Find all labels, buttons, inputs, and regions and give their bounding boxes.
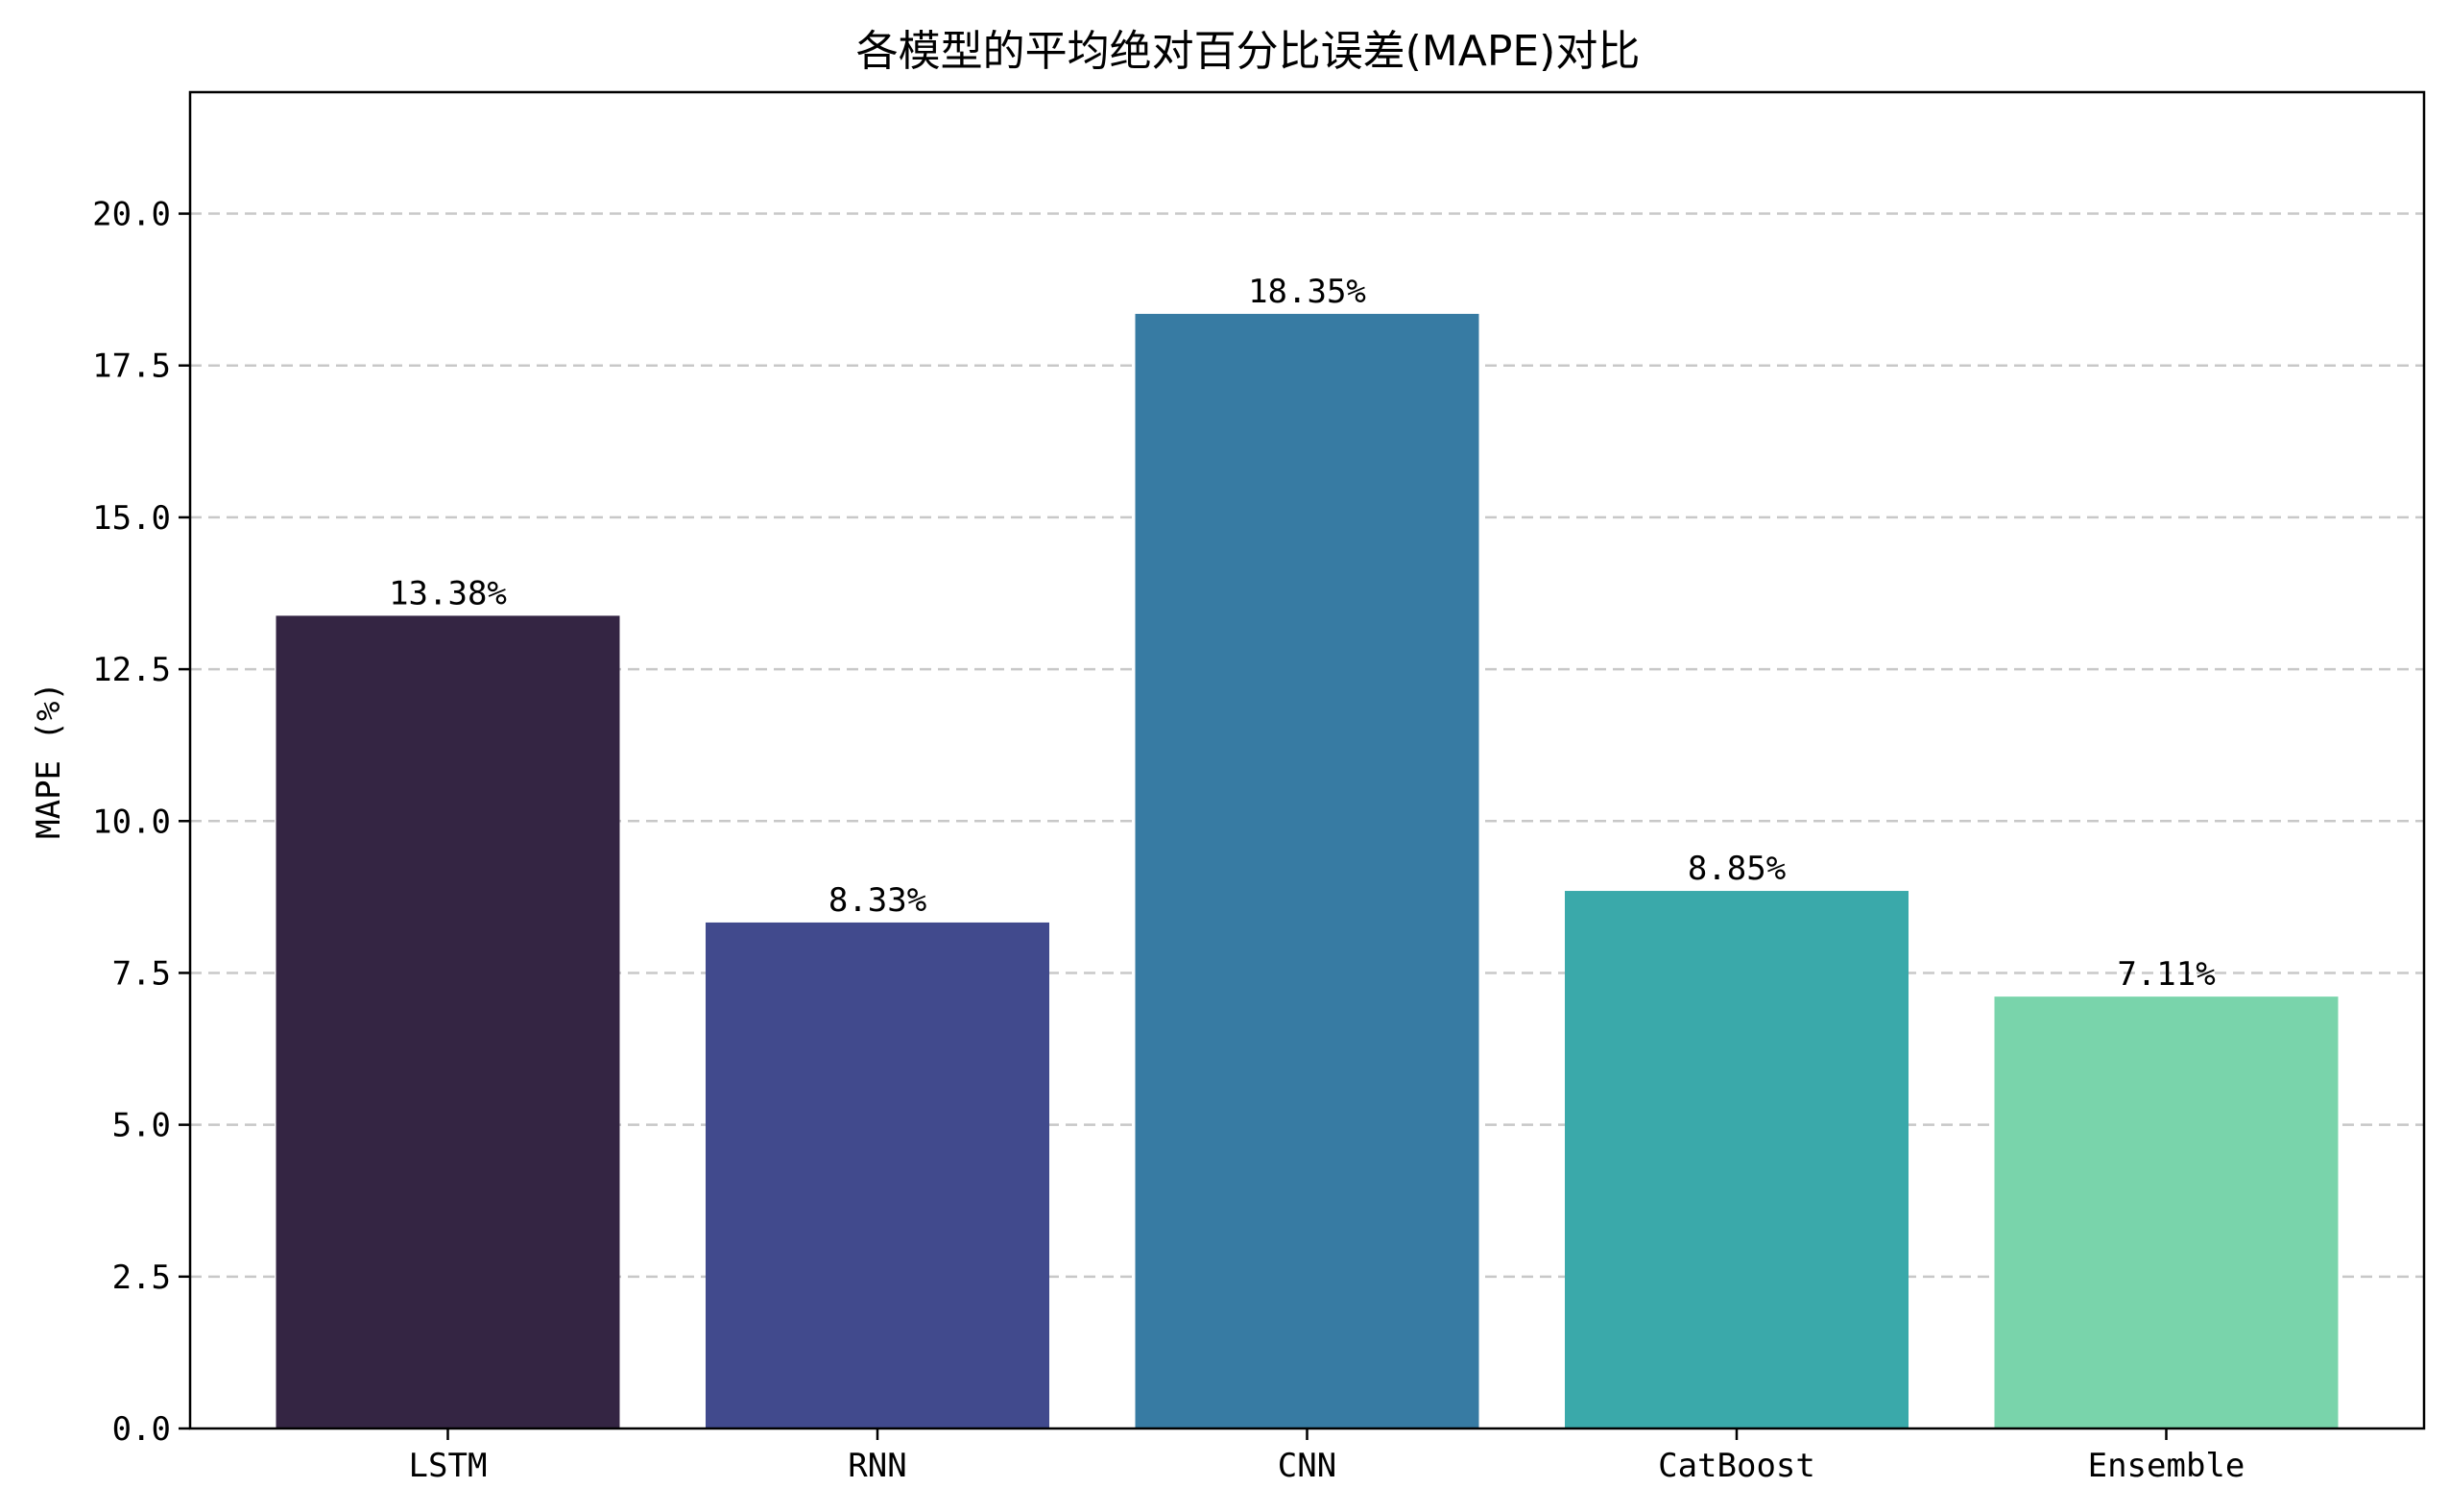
bar-catboost bbox=[1565, 891, 1909, 1428]
x-axis-ticks: LSTM RNN CNN CatBoost Ensemble bbox=[409, 1428, 2245, 1485]
y-tick-label: 5.0 bbox=[112, 1107, 171, 1145]
x-tick-label: CNN bbox=[1278, 1447, 1336, 1485]
x-tick-label: CatBoost bbox=[1658, 1447, 1815, 1485]
data-label: 8.33% bbox=[828, 881, 926, 920]
x-tick-label: RNN bbox=[848, 1447, 906, 1485]
y-tick-label: 17.5 bbox=[92, 348, 171, 386]
data-labels: 13.38% 8.33% 18.35% 8.85% 7.11% bbox=[389, 273, 2216, 994]
data-label: 18.35% bbox=[1248, 273, 1366, 311]
y-tick-label: 10.0 bbox=[92, 803, 171, 841]
data-label: 8.85% bbox=[1688, 850, 1786, 888]
bar-rnn bbox=[706, 922, 1049, 1428]
y-tick-label: 20.0 bbox=[92, 196, 171, 234]
plot-frame bbox=[188, 90, 2426, 1430]
y-tick-label: 12.5 bbox=[92, 651, 171, 689]
y-axis-ticks: 0.0 2.5 5.0 7.5 10.0 12.5 15.0 17.5 20.0 bbox=[92, 196, 190, 1449]
bar-ensemble bbox=[1994, 996, 2339, 1428]
data-label: 13.38% bbox=[389, 574, 507, 612]
y-tick-label: 7.5 bbox=[112, 954, 171, 993]
bars bbox=[276, 313, 2339, 1429]
data-label: 7.11% bbox=[2117, 955, 2215, 994]
x-tick-label: Ensemble bbox=[2088, 1447, 2245, 1485]
bar-lstm bbox=[276, 615, 620, 1428]
y-tick-label: 2.5 bbox=[112, 1259, 171, 1297]
x-tick-label: LSTM bbox=[409, 1447, 488, 1485]
y-axis-label: MAPE (%) bbox=[30, 682, 68, 839]
bar-cnn bbox=[1135, 313, 1479, 1429]
y-tick-label: 15.0 bbox=[92, 499, 171, 538]
chart-title: 各模型的平均绝对百分比误差(MAPE)对比 bbox=[856, 27, 1641, 76]
y-tick-label: 0.0 bbox=[112, 1410, 171, 1449]
